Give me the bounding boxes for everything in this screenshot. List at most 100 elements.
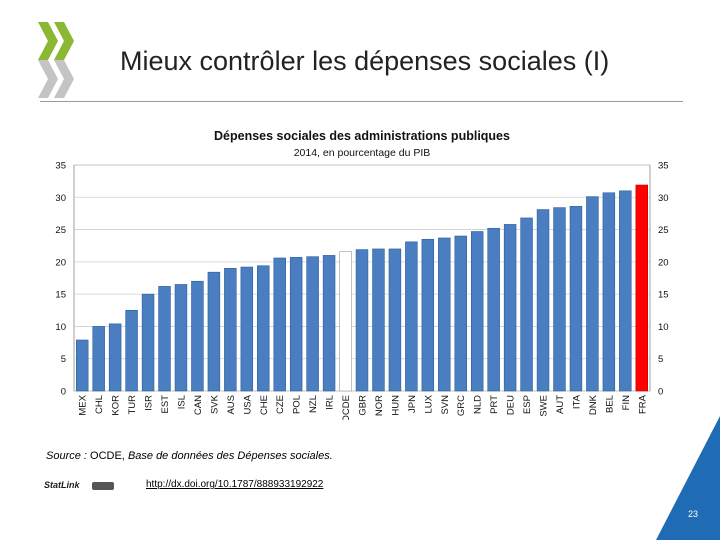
bar-ita [569,206,583,392]
y-tick-label-right: 35 [658,161,669,172]
bar-deu [503,224,517,392]
x-tick-label: TUR [127,395,138,415]
x-tick-label: OCDE [341,395,352,420]
bar-cze [273,257,286,392]
bar-aus [224,268,237,392]
source-note: Source : OCDE, Base de données des Dépen… [46,450,333,462]
chart-subtitle: 2014, en pourcentage du PIB [294,147,431,159]
y-tick-label-right: 5 [658,354,663,365]
x-tick-label: CHL [94,395,105,414]
bar-prt [487,227,500,392]
x-tick-label: EST [160,395,171,414]
x-tick-label: PRT [489,395,500,414]
bar-est [158,286,171,392]
bar-grc [454,235,467,392]
x-tick-label: LUX [423,394,434,413]
oecd-logo-icon [38,22,74,98]
x-tick-label: IRL [325,395,336,410]
x-tick-label: ISL [176,395,187,409]
bar-usa [240,266,254,392]
bar-nor [372,248,385,392]
x-tick-label: CZE [275,395,286,414]
title-divider [40,101,683,102]
y-tick-label-left: 0 [61,387,66,398]
bar-aut [553,207,566,392]
x-tick-label: POL [292,395,303,414]
bar-svn [438,237,451,392]
bar-bel [602,192,616,392]
y-tick-label-right: 30 [658,193,669,204]
bar-jpn [405,241,418,392]
x-tick-label: GBR [358,395,369,416]
x-tick-label: AUS [226,395,237,415]
bar-tur [125,309,138,392]
x-tick-label: CAN [193,395,204,415]
bar-che [257,265,270,392]
bar-ocde [339,251,352,392]
source-label: Source : [46,450,87,462]
bar-svk [207,271,221,392]
x-tick-label: SVN [440,395,451,415]
bar-irl [322,255,336,392]
chart-title: Dépenses sociales des administrations pu… [214,129,510,143]
x-tick-label: ESP [522,395,533,414]
y-tick-label-right: 15 [658,290,669,301]
statlink-label: StatLink [44,480,80,490]
statlink-url[interactable]: http://dx.doi.org/10.1787/888933192922 [146,479,324,490]
x-tick-label: NOR [374,395,385,416]
x-tick-label: SVK [209,394,220,414]
bar-hun [388,248,402,392]
source-org: OCDE, [90,450,125,462]
y-tick-label-left: 15 [55,290,66,301]
x-tick-label: HUN [390,395,401,416]
bar-nld [470,231,484,392]
y-tick-label-right: 20 [658,257,669,268]
x-tick-label: KOR [111,395,122,416]
corner-triangle-icon [656,416,720,540]
bar-kor [108,323,122,392]
bar-chart: Dépenses sociales des administrations pu… [55,129,669,420]
y-tick-label-left: 30 [55,193,66,204]
y-tick-label-right: 25 [658,225,669,236]
x-tick-label: DEU [506,395,517,415]
bar-chl [92,326,105,392]
y-tick-label-left: 20 [55,257,66,268]
y-tick-label-right: 10 [658,322,669,333]
y-tick-label-left: 10 [55,322,66,333]
x-tick-label: BEL [604,395,615,413]
y-tick-label-left: 25 [55,225,66,236]
x-tick-label: ISR [144,395,155,411]
x-tick-label: USA [242,394,253,414]
statlink-logo-icon [92,482,114,490]
x-tick-label: FIN [621,395,632,410]
bar-isl [174,284,188,392]
x-tick-label: SWE [539,395,550,417]
bar-swe [536,209,550,392]
x-tick-label: GRC [456,395,467,416]
x-tick-label: MEX [78,394,89,415]
bar-dnk [586,196,599,392]
y-tick-label-left: 35 [55,161,66,172]
bar-esp [520,217,533,392]
bar-isr [141,293,155,392]
bar-can [191,280,204,392]
bar-fin [619,190,632,392]
x-tick-label: NLD [473,395,484,414]
source-database: Base de données des Dépenses sociales. [127,450,333,462]
x-tick-label: NZL [308,395,319,413]
x-tick-label: JPN [407,395,418,413]
bar-fra [635,184,648,392]
x-tick-label: DNK [588,394,599,415]
bar-lux [421,238,435,392]
page-title: Mieux contrôler les dépenses sociales (I… [120,46,610,76]
bar-mex [76,339,89,392]
bar-pol [289,257,303,392]
bar-nzl [306,256,319,392]
x-tick-label: FRA [637,394,648,414]
page-number: 23 [688,509,699,519]
y-tick-label-left: 5 [61,354,66,365]
x-tick-label: ITA [571,394,582,409]
x-tick-label: AUT [555,395,566,414]
y-tick-label-right: 0 [658,387,663,398]
bar-gbr [355,249,369,392]
